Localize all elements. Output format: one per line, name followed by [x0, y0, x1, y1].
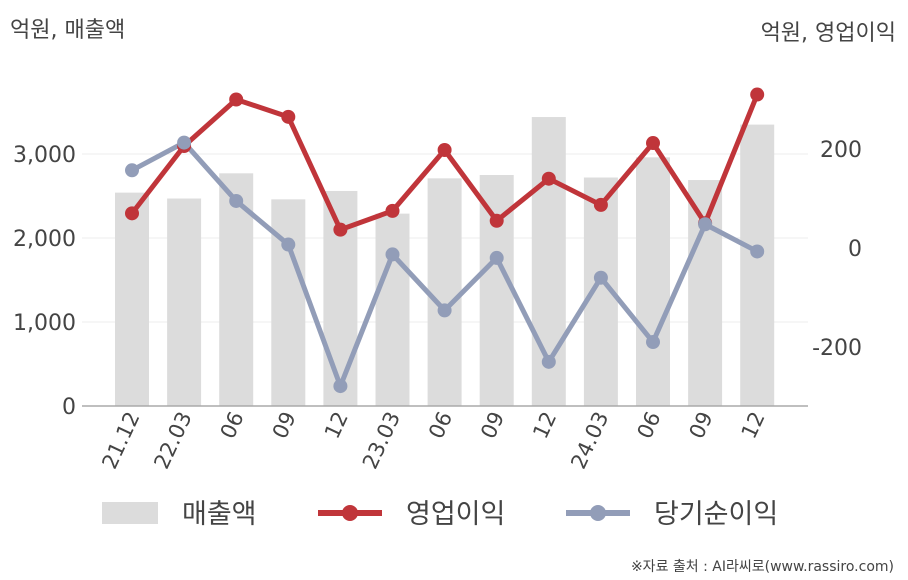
x-tick-label-10: 06: [632, 408, 665, 442]
x-axis-ticks: 21.12 22.03 06 09 12 23.03 06 09 12 24.03 06 09 12: [97, 408, 769, 473]
bar-1: [167, 198, 202, 406]
revenue-bars: [115, 117, 775, 406]
series-0-point-0: [125, 206, 139, 221]
x-tick-label-7: 09: [476, 408, 509, 442]
series-1-point-0: [125, 163, 139, 178]
series-1-point-8: [541, 354, 556, 369]
x-tick-label-11: 09: [685, 408, 718, 442]
series-1-point-7: [489, 250, 504, 265]
left-tick-label-0: 0: [62, 395, 76, 420]
x-tick-label-0: 21.12: [97, 408, 144, 473]
x-tick-label-9: 24.03: [566, 408, 613, 473]
series-1-point-6: [437, 303, 452, 318]
left-tick-label-2: 2,000: [13, 227, 76, 252]
bar-0: [115, 192, 149, 406]
legend-swatch-dot-2: [590, 505, 606, 521]
x-tick-label-3: 09: [268, 408, 301, 442]
left-axis-label: 억원, 매출액: [10, 18, 125, 43]
bar-6: [427, 178, 462, 406]
legend-swatch-0: [102, 502, 158, 524]
legend-label-2: 당기순이익: [654, 499, 778, 530]
series-0-point-9: [593, 197, 608, 212]
x-tick-label-2: 06: [216, 408, 249, 442]
x-tick-label-1: 22.03: [149, 408, 196, 473]
series-1-point-1: [177, 135, 192, 150]
right-tick-label-1: 0: [848, 237, 862, 262]
series-1-point-2: [229, 193, 244, 208]
left-axis-ticks: 0 1,000 2,000 3,000: [13, 143, 76, 420]
bar-11: [688, 180, 723, 406]
source-note: ※자료 출처 : AI라씨로(www.rassiro.com): [631, 559, 894, 575]
series-0-point-12: [750, 87, 765, 102]
right-tick-label-0: -200: [812, 336, 862, 361]
x-tick-label-5: 23.03: [358, 408, 405, 473]
legend-label-0: 매출액: [182, 499, 257, 530]
series-1-point-9: [593, 270, 608, 285]
series-1-point-3: [281, 237, 296, 252]
series-0-point-6: [437, 142, 452, 157]
series-0-point-4: [333, 222, 348, 237]
series-0-point-8: [541, 171, 556, 186]
right-axis-ticks: -200 0 200: [812, 138, 862, 361]
x-tick-label-12: 12: [737, 408, 770, 442]
legend-label-1: 영업이익: [406, 499, 505, 530]
series-0-point-2: [229, 92, 244, 107]
series-1-point-5: [385, 247, 400, 262]
legend-swatch-dot-1: [342, 505, 358, 521]
series-1-point-4: [333, 379, 348, 394]
series-0-point-10: [646, 136, 660, 151]
series-1-point-12: [750, 244, 765, 259]
right-tick-label-2: 200: [820, 138, 862, 163]
x-tick-label-4: 12: [320, 408, 353, 442]
series-0-point-5: [385, 203, 400, 218]
bar-10: [636, 157, 670, 406]
series-1-point-11: [698, 217, 713, 232]
bar-3: [271, 199, 306, 406]
series-0-point-3: [281, 109, 296, 124]
right-axis-label: 억원, 영업이익: [761, 21, 896, 46]
bar-12: [740, 124, 775, 406]
series-1-point-10: [646, 335, 660, 350]
x-tick-label-6: 06: [424, 408, 457, 442]
profit-lines: [125, 87, 765, 394]
series-0-point-7: [489, 213, 504, 228]
left-tick-label-1: 1,000: [13, 311, 76, 336]
x-tick-label-8: 12: [528, 408, 561, 442]
left-tick-label-3: 3,000: [13, 143, 76, 168]
bar-5: [375, 213, 410, 406]
legend: 매출액 영업이익 당기순이익: [102, 499, 778, 530]
